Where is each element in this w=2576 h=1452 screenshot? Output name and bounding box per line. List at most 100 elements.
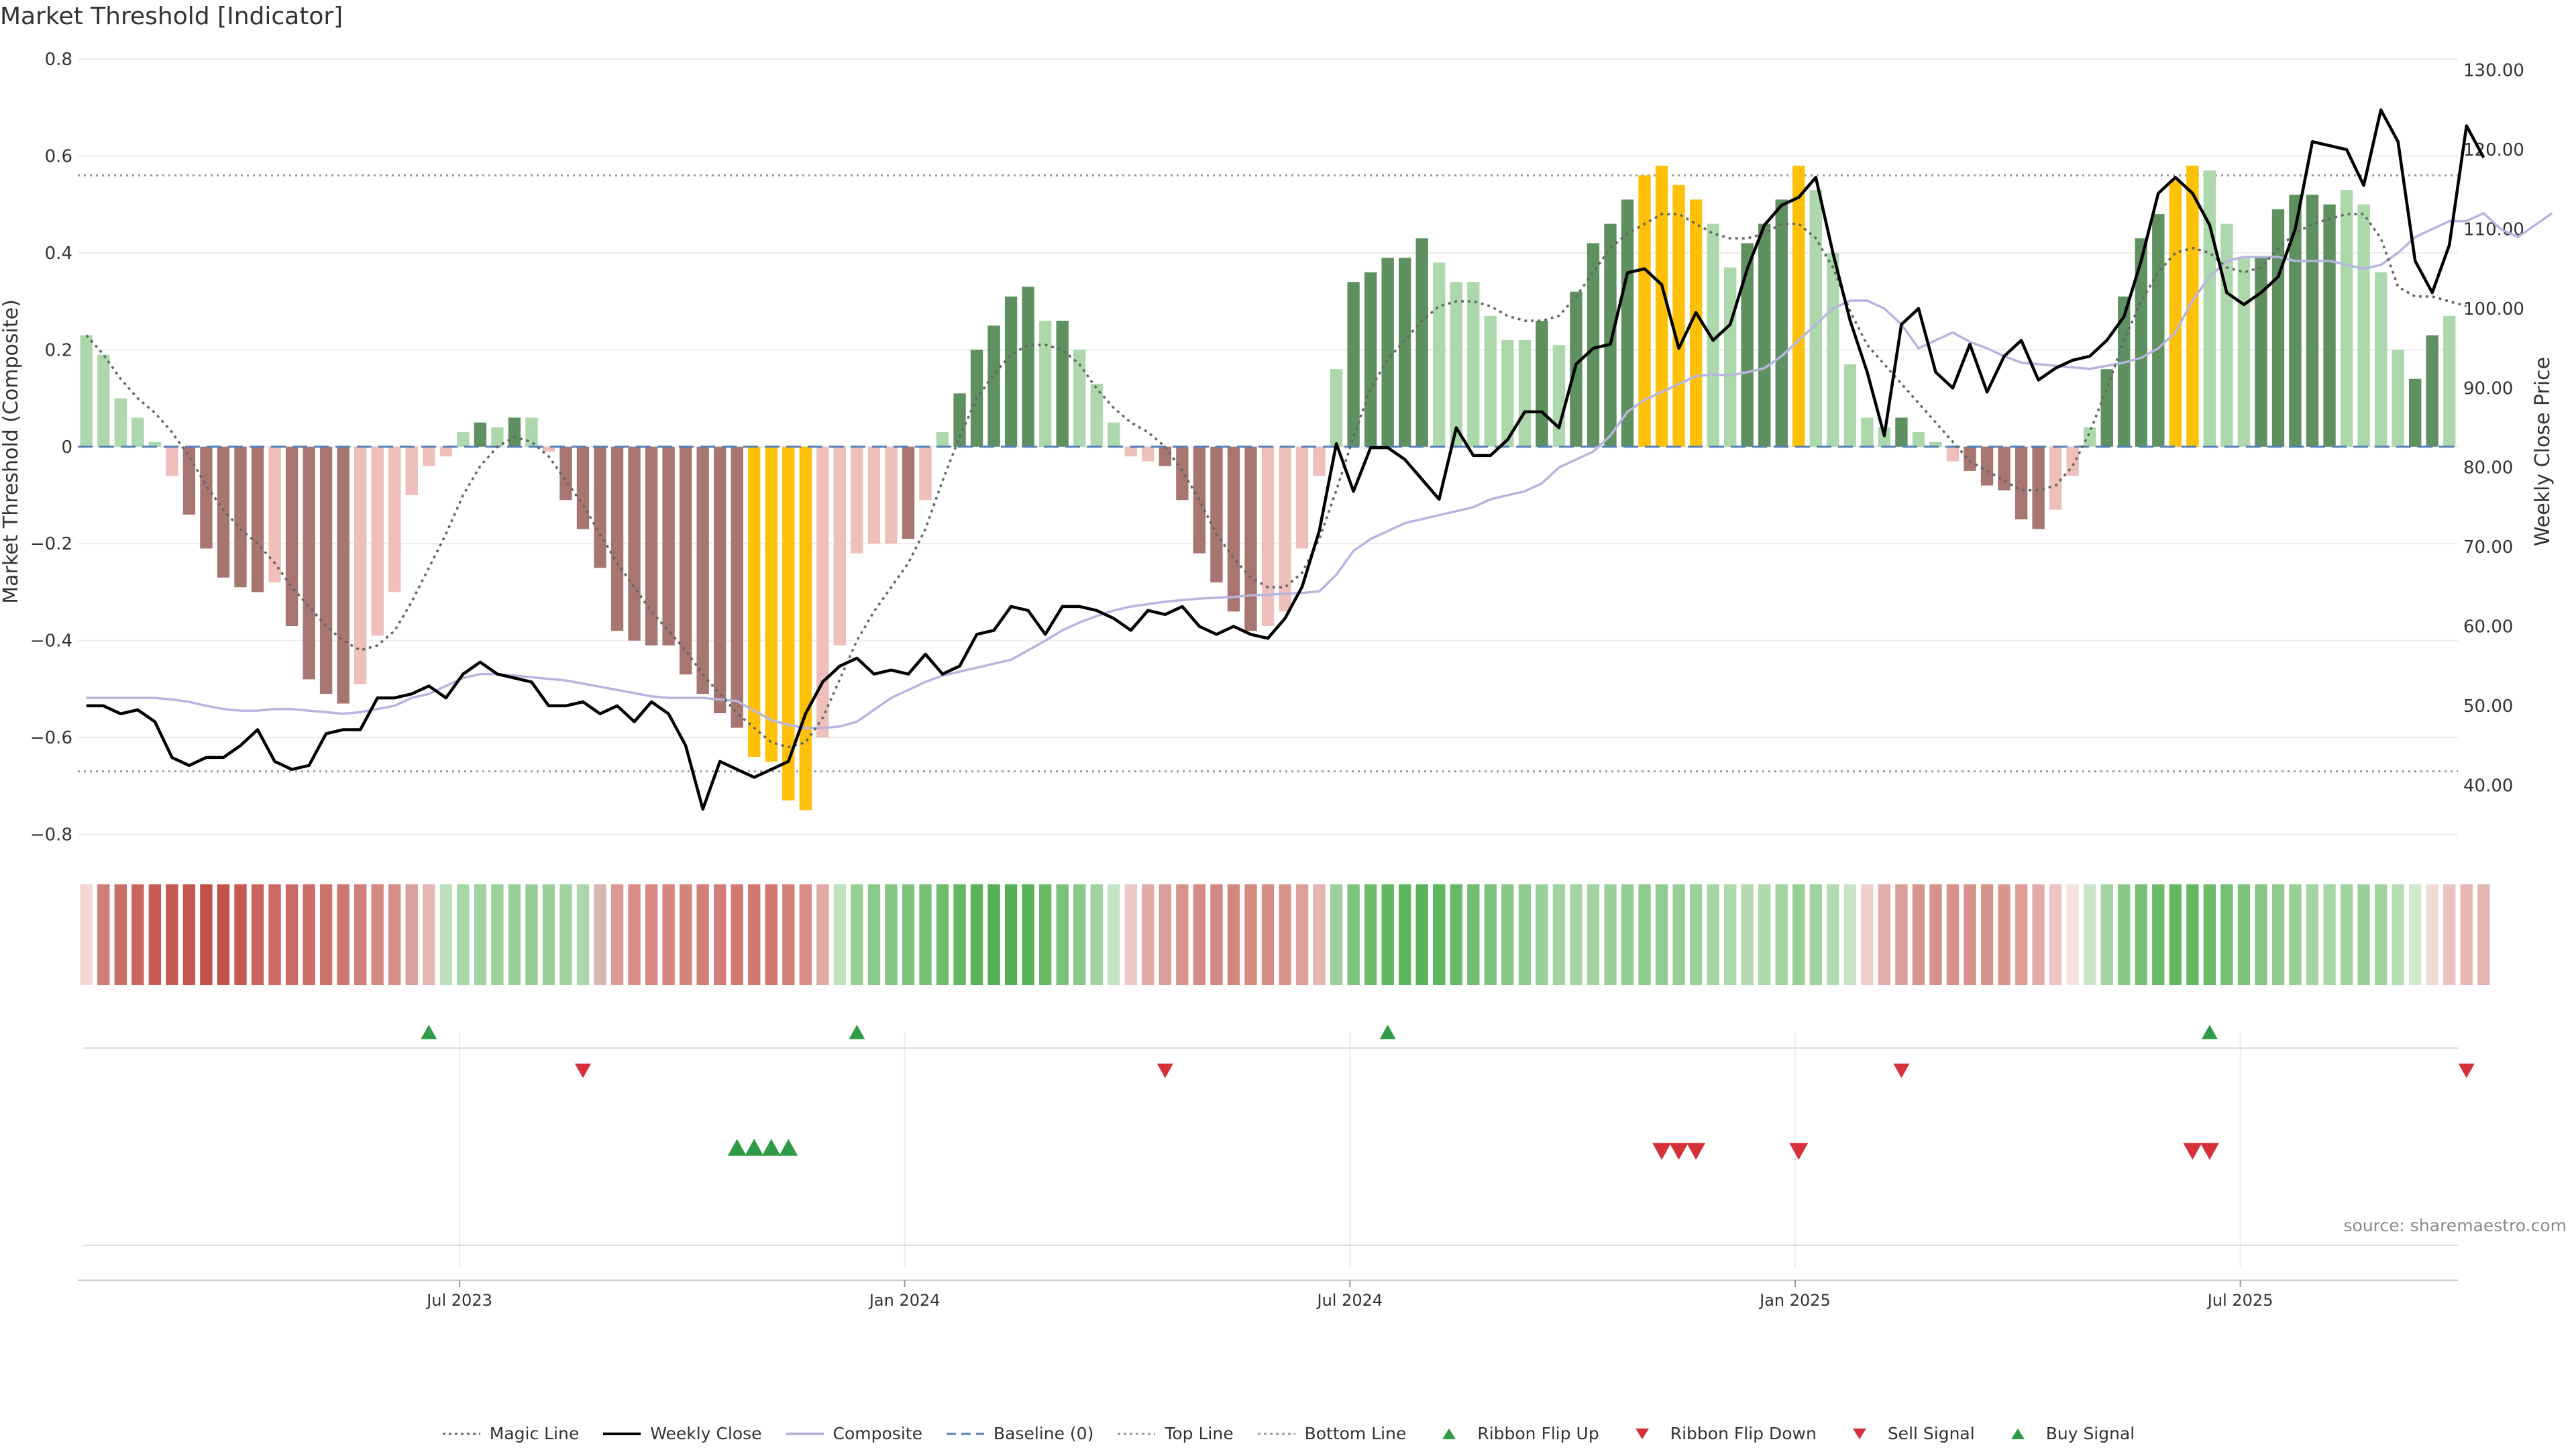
composite-bar [1056,321,1069,447]
composite-bar [1124,446,1137,457]
ribbon-flip-down-marker [1157,1064,1173,1078]
ribbon-cell [2152,884,2165,985]
composite-bar [1946,446,1960,462]
y-tick-label: 0 [61,437,72,458]
ribbon-cell [714,884,727,985]
ribbon-cell [851,884,863,985]
ribbon-cell [799,884,812,985]
y-tick-label: 0.8 [45,50,72,70]
legend-item: Weekly Close [602,1424,762,1443]
composite-bar [1313,446,1326,476]
legend-label: Bottom Line [1304,1424,1407,1443]
legend-label: Ribbon Flip Down [1670,1424,1817,1443]
ribbon-cell [388,884,401,985]
composite-bar [936,432,949,447]
ribbon-cell [1415,884,1428,985]
ribbon-cell [1929,884,1942,985]
composite-bar [1895,417,1908,447]
composite-bar [1672,185,1685,447]
ribbon-cell [679,884,692,985]
composite-bar [987,325,1000,447]
magic-line [85,213,2467,749]
composite-bar [2203,170,2216,447]
ribbon-cell [114,884,127,985]
ribbon-cell [2118,884,2131,985]
ribbon-cell [1484,884,1497,985]
legend-label: Ribbon Flip Up [1477,1424,1599,1443]
legend-label: Magic Line [489,1424,580,1443]
composite-bar [97,354,110,447]
composite-bar [2237,258,2251,447]
ribbon-cell [2460,884,2473,985]
composite-bar [337,446,350,704]
composite-bar [1210,446,1223,582]
composite-bar [885,446,898,544]
composite-bar [474,422,487,447]
legend-item: Top Line [1116,1424,1234,1443]
legend-label: Sell Signal [1887,1424,1975,1443]
composite-bar [594,446,606,568]
composite-bar [1723,267,1737,447]
composite-bar [2255,258,2267,447]
chart-title: Market Threshold [Indicator] [0,3,343,30]
buy-signal-marker [761,1139,781,1156]
ribbon-cell [1193,884,1206,985]
ribbon-cell [1946,884,1960,985]
composite-bar [1176,446,1189,501]
y-axis-label: Market Threshold (Composite) [0,299,23,604]
composite-bar [2289,195,2302,447]
composite-bar [1364,272,1377,447]
ribbon-cell [303,884,315,985]
ribbon-cell [405,884,418,985]
ribbon-cell [816,884,829,985]
ribbon-cell [765,884,777,985]
ribbon-cell [902,884,915,985]
legend-swatch [1118,1433,1156,1435]
ribbon-cell [2306,884,2319,985]
composite-bar [1193,446,1206,554]
ribbon-cell [2289,884,2302,985]
ribbon-cell [1912,884,1925,985]
composite-bar [1433,262,1446,447]
legend-swatch [2010,1428,2025,1439]
composite-bar [1758,223,1771,447]
ribbon-cell [1090,884,1103,985]
composite-bar [2323,204,2336,447]
ribbon-cell [2374,884,2387,985]
ribbon-cell [1536,884,1548,985]
ribbon-cell [1878,884,1891,985]
ribbon-cell [628,884,641,985]
composite-bar [2066,446,2079,476]
ribbon-cell [1399,884,1411,985]
ribbon-cell [1038,884,1052,985]
legend-item: Buy Signal [1998,1424,2135,1443]
composite-bar [953,393,966,447]
ribbon-cell [2169,884,2182,985]
composite-bar [1004,296,1018,447]
sell-signal-marker [1686,1143,1706,1160]
legend: Magic Line Weekly Close Composite Baseline … [0,1424,2576,1443]
ribbon-cell [867,884,881,985]
legend-swatch [1635,1428,1649,1439]
composite-bar [748,446,761,757]
ribbon-cell [1004,884,1018,985]
ribbon-cell [885,884,898,985]
composite-bar [2169,180,2182,447]
legend-swatch [603,1432,641,1435]
ribbon-cell [1295,884,1309,985]
composite-bar [902,446,915,539]
composite-bar [2374,272,2387,447]
ribbon-cell [508,884,521,985]
composite-bar [319,446,333,694]
legend-swatch [786,1432,824,1435]
buy-signal-marker [745,1139,764,1156]
ribbon-flip-up-marker [1379,1025,1396,1039]
composite-bar [457,432,470,447]
ribbon-cell [1775,884,1788,985]
legend-item: Sell Signal [1839,1424,1975,1443]
composite-bar [1998,446,2010,490]
composite-bar [1142,446,1155,462]
ribbon-cell [919,884,932,985]
composite-bar [1621,199,1634,447]
